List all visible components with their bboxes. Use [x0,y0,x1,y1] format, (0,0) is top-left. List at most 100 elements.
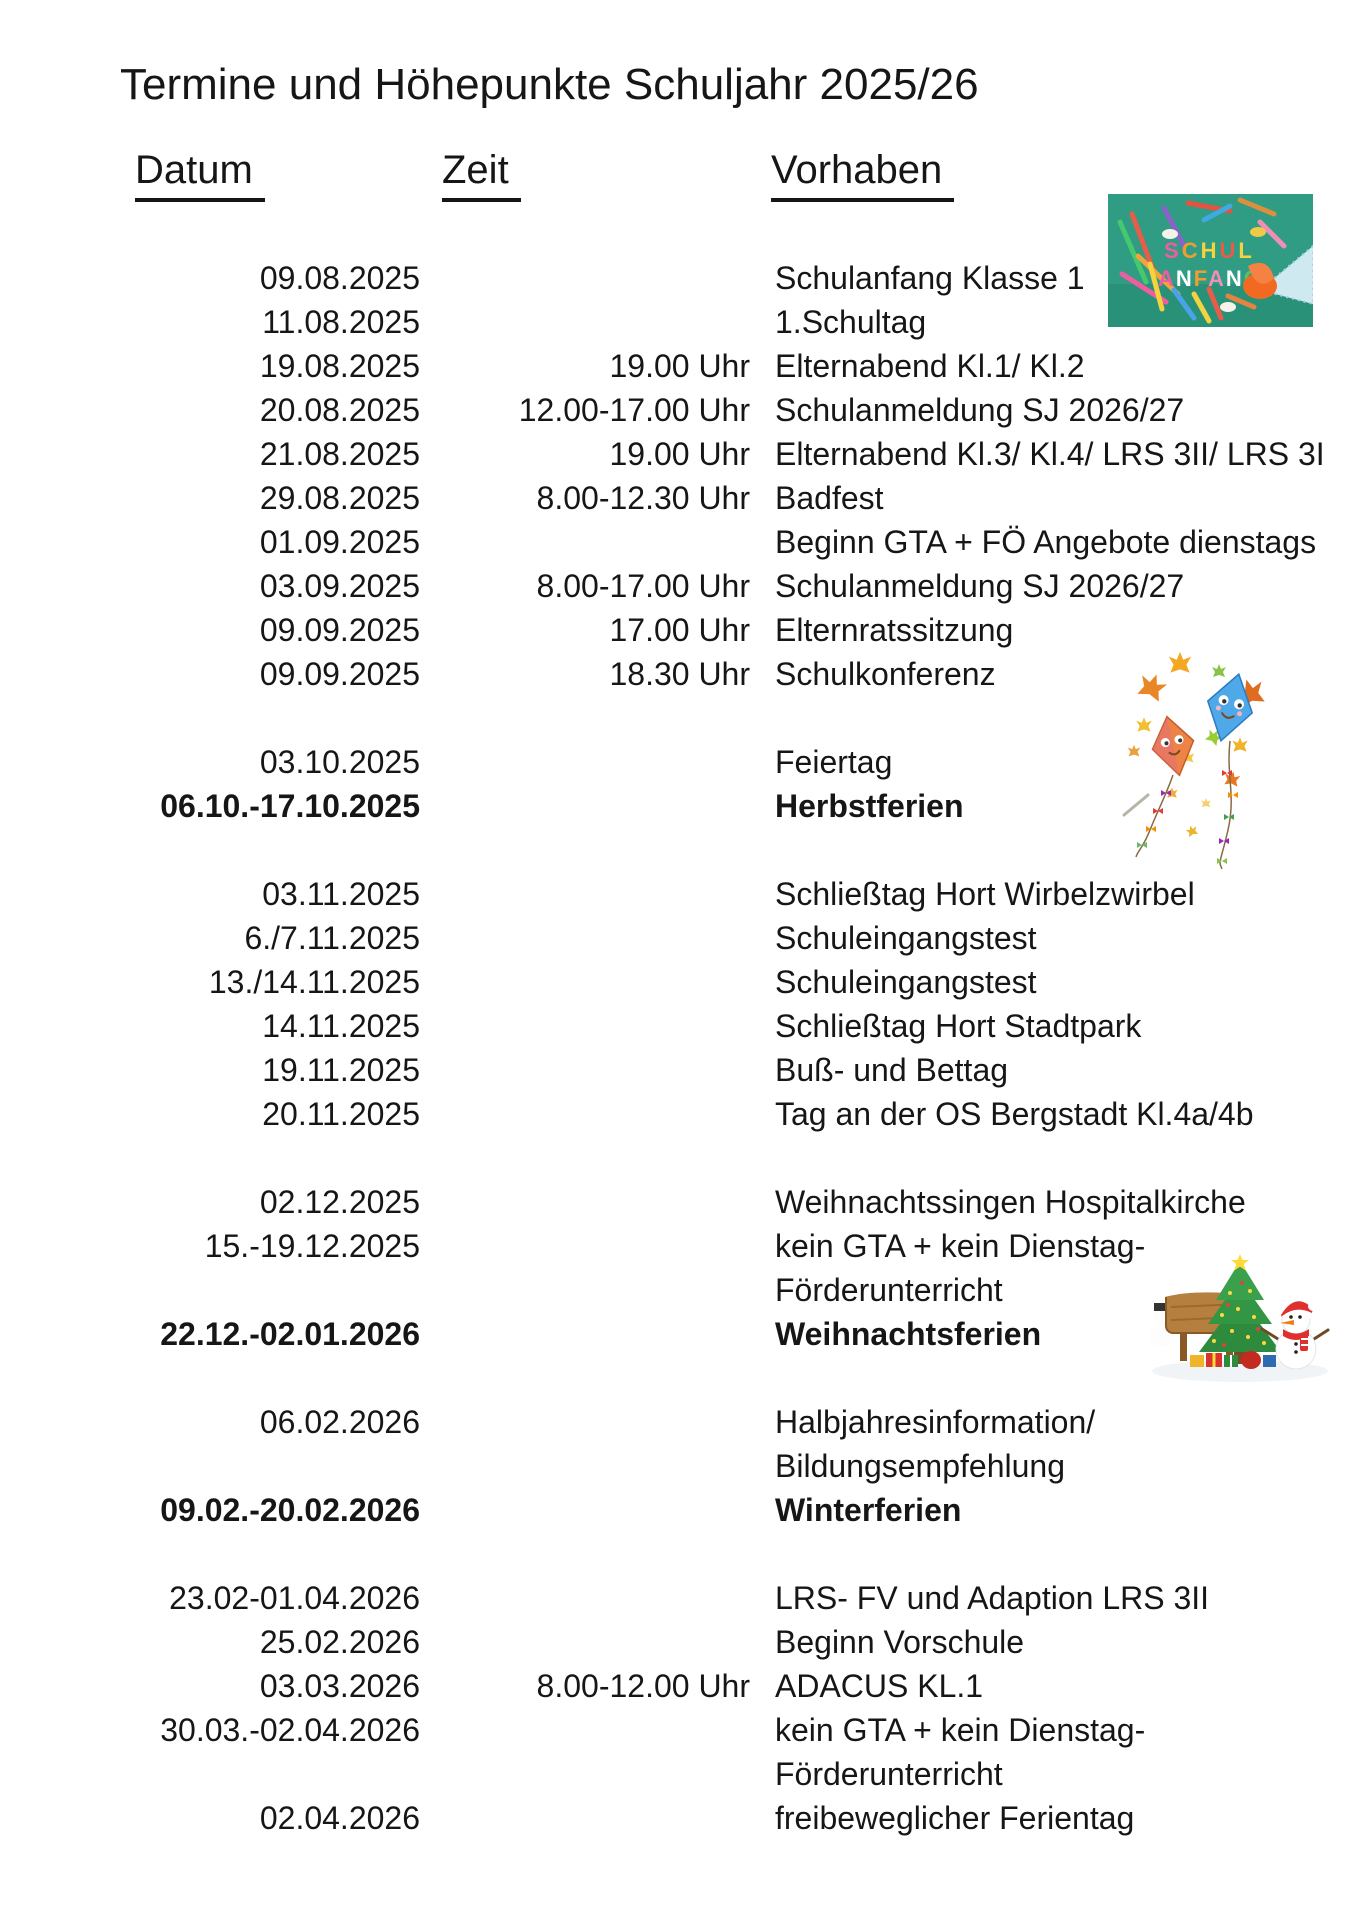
date-cell: 25.02.2026 [259,1624,420,1660]
schedule-row: 09.09.2025 17.00 Uhr Elternratssitzung [0,608,1364,652]
schedule-table: 09.08.2025 Schulanfang Klasse 1 11.08.2025… [0,256,1364,1840]
date-cell: 03.09.2025 [259,568,420,604]
event-cell: Schulkonferenz [775,656,996,692]
date-cell: 06.02.2026 [259,1404,420,1440]
time-cell [420,784,750,828]
schedule-row: 19.11.2025 Buß- und Bettag [0,1048,1364,1092]
time-cell [420,1092,750,1136]
date-cell: 19.08.2025 [259,348,420,384]
time-cell [420,300,750,344]
autumn-leaves [1127,651,1267,838]
christmas-tree [1199,1254,1281,1364]
time-cell: 19.00 Uhr [609,348,750,384]
time-cell [420,1488,750,1532]
time-cell: 8.00-17.00 Uhr [536,568,750,604]
schedule-row: Förderunterricht [0,1268,1364,1312]
time-cell [420,916,750,960]
time-cell [420,740,750,784]
time-cell [420,872,750,916]
date-cell: 06.10.-17.10.2025 [160,788,420,824]
schedule-row: Förderunterricht [0,1752,1364,1796]
event-cell: Elternabend Kl.1/ Kl.2 [775,348,1085,384]
date-cell: 19.11.2025 [262,1052,420,1088]
schedule-row: 09.02.-20.02.2026 Winterferien [0,1488,1364,1532]
time-cell [420,1576,750,1620]
time-cell: 19.00 Uhr [609,436,750,472]
schedule-row: 03.10.2025 Feiertag [0,740,1364,784]
time-cell [420,1268,750,1312]
time-cell [420,256,750,300]
column-header-zeit: Zeit [442,148,521,202]
schedule-row: 03.03.2026 8.00-12.00 Uhr ADACUS KL.1 [0,1664,1364,1708]
time-cell [420,1444,750,1488]
event-cell: Schulanfang Klasse 1 [775,260,1085,296]
schedule-row: 09.08.2025 Schulanfang Klasse 1 [0,256,1364,300]
schedule-row: 13./14.11.2025 Schuleingangstest [0,960,1364,1004]
christmas-image [1150,1254,1330,1382]
time-cell: 12.00-17.00 Uhr [518,392,750,428]
date-cell: 09.09.2025 [259,612,420,648]
schedule-row: 06.02.2026 Halbjahresinformation/ [0,1400,1364,1444]
date-cell [0,1444,420,1488]
schedule-row: 21.08.2025 19.00 Uhr Elternabend Kl.3/ Kl.… [0,432,1364,476]
schedule-row: 14.11.2025 Schließtag Hort Stadtpark [0,1004,1364,1048]
event-cell: Herbstferien [775,788,964,824]
schedule-row: 25.02.2026 Beginn Vorschule [0,1620,1364,1664]
time-cell [420,1180,750,1224]
column-header-vorhaben: Vorhaben [771,148,955,202]
event-cell: Buß- und Bettag [775,1052,1009,1088]
candies [1162,227,1266,312]
autumn-kites-image [1122,651,1267,870]
time-cell [420,520,750,564]
schedule-row: 22.12.-02.01.2026 Weihnachtsferien [0,1312,1364,1356]
schedule-row: 02.12.2025 Weihnachtssingen Hospitalkirch… [0,1180,1364,1224]
date-cell: 09.08.2025 [259,260,420,296]
date-cell: 14.11.2025 [262,1008,420,1044]
time-cell [420,1312,750,1356]
pencils [1117,197,1287,324]
event-cell: Schulanmeldung SJ 2026/27 [775,392,1185,428]
schedule-row: 29.08.2025 8.00-12.30 Uhr Badfest [0,476,1364,520]
date-cell: 20.08.2025 [259,392,420,428]
event-cell: ADACUS KL.1 [775,1668,984,1704]
event-cell: kein GTA + kein Dienstag- [775,1712,1146,1748]
time-cell [420,1048,750,1092]
schedule-row: 30.03.-02.04.2026 kein GTA + kein Diensta… [0,1708,1364,1752]
time-cell: 18.30 Uhr [609,656,750,692]
date-cell: 09.02.-20.02.2026 [160,1492,420,1528]
date-cell: 21.08.2025 [259,436,420,472]
schedule-row: 06.10.-17.10.2025 Herbstferien [0,784,1364,828]
schedule-row: 20.08.2025 12.00-17.00 Uhr Schulanmeldung … [0,388,1364,432]
schedule-row: 03.11.2025 Schließtag Hort Wirbelzwirbel [0,872,1364,916]
blue-kite [1206,672,1254,743]
date-cell [0,1752,420,1796]
event-cell: Schulanmeldung SJ 2026/27 [775,568,1185,604]
schedule-row: 03.09.2025 8.00-17.00 Uhr Schulanmeldung S… [0,564,1364,608]
time-cell [420,1708,750,1752]
event-cell: Badfest [775,480,884,516]
event-cell: Weihnachtsferien [775,1316,1042,1352]
date-cell: 03.10.2025 [259,744,420,780]
schulanfang-image: SCHUL ANFANG [1108,194,1313,327]
event-cell: Förderunterricht [775,1272,1003,1308]
time-cell [420,1400,750,1444]
schulanfang-word-1: SCHUL [1164,238,1255,263]
date-cell: 01.09.2025 [259,524,420,560]
event-cell: Elternabend Kl.3/ Kl.4/ LRS 3II/ LRS 3I [775,436,1325,472]
event-cell: Weihnachtssingen Hospitalkirche [775,1184,1246,1220]
schedule-row: 11.08.2025 1.Schultag [0,300,1364,344]
event-cell: Bildungsempfehlung [775,1448,1065,1484]
date-cell: 23.02-01.04.2026 [169,1580,420,1616]
time-cell [420,1796,750,1840]
event-cell: Tag an der OS Bergstadt Kl.4a/4b [775,1096,1254,1132]
tail-bows [1137,770,1238,864]
schedule-row: 6./7.11.2025 Schuleingangstest [0,916,1364,960]
gifts [1190,1351,1276,1369]
event-cell: Winterferien [775,1492,962,1528]
orange-kite [1151,715,1195,777]
date-cell: 02.04.2026 [259,1800,420,1836]
page-title: Termine und Höhepunkte Schuljahr 2025/26 [120,60,979,109]
event-cell: Förderunterricht [775,1756,1003,1792]
date-cell: 22.12.-02.01.2026 [160,1316,420,1352]
schedule-row: Bildungsempfehlung [0,1444,1364,1488]
